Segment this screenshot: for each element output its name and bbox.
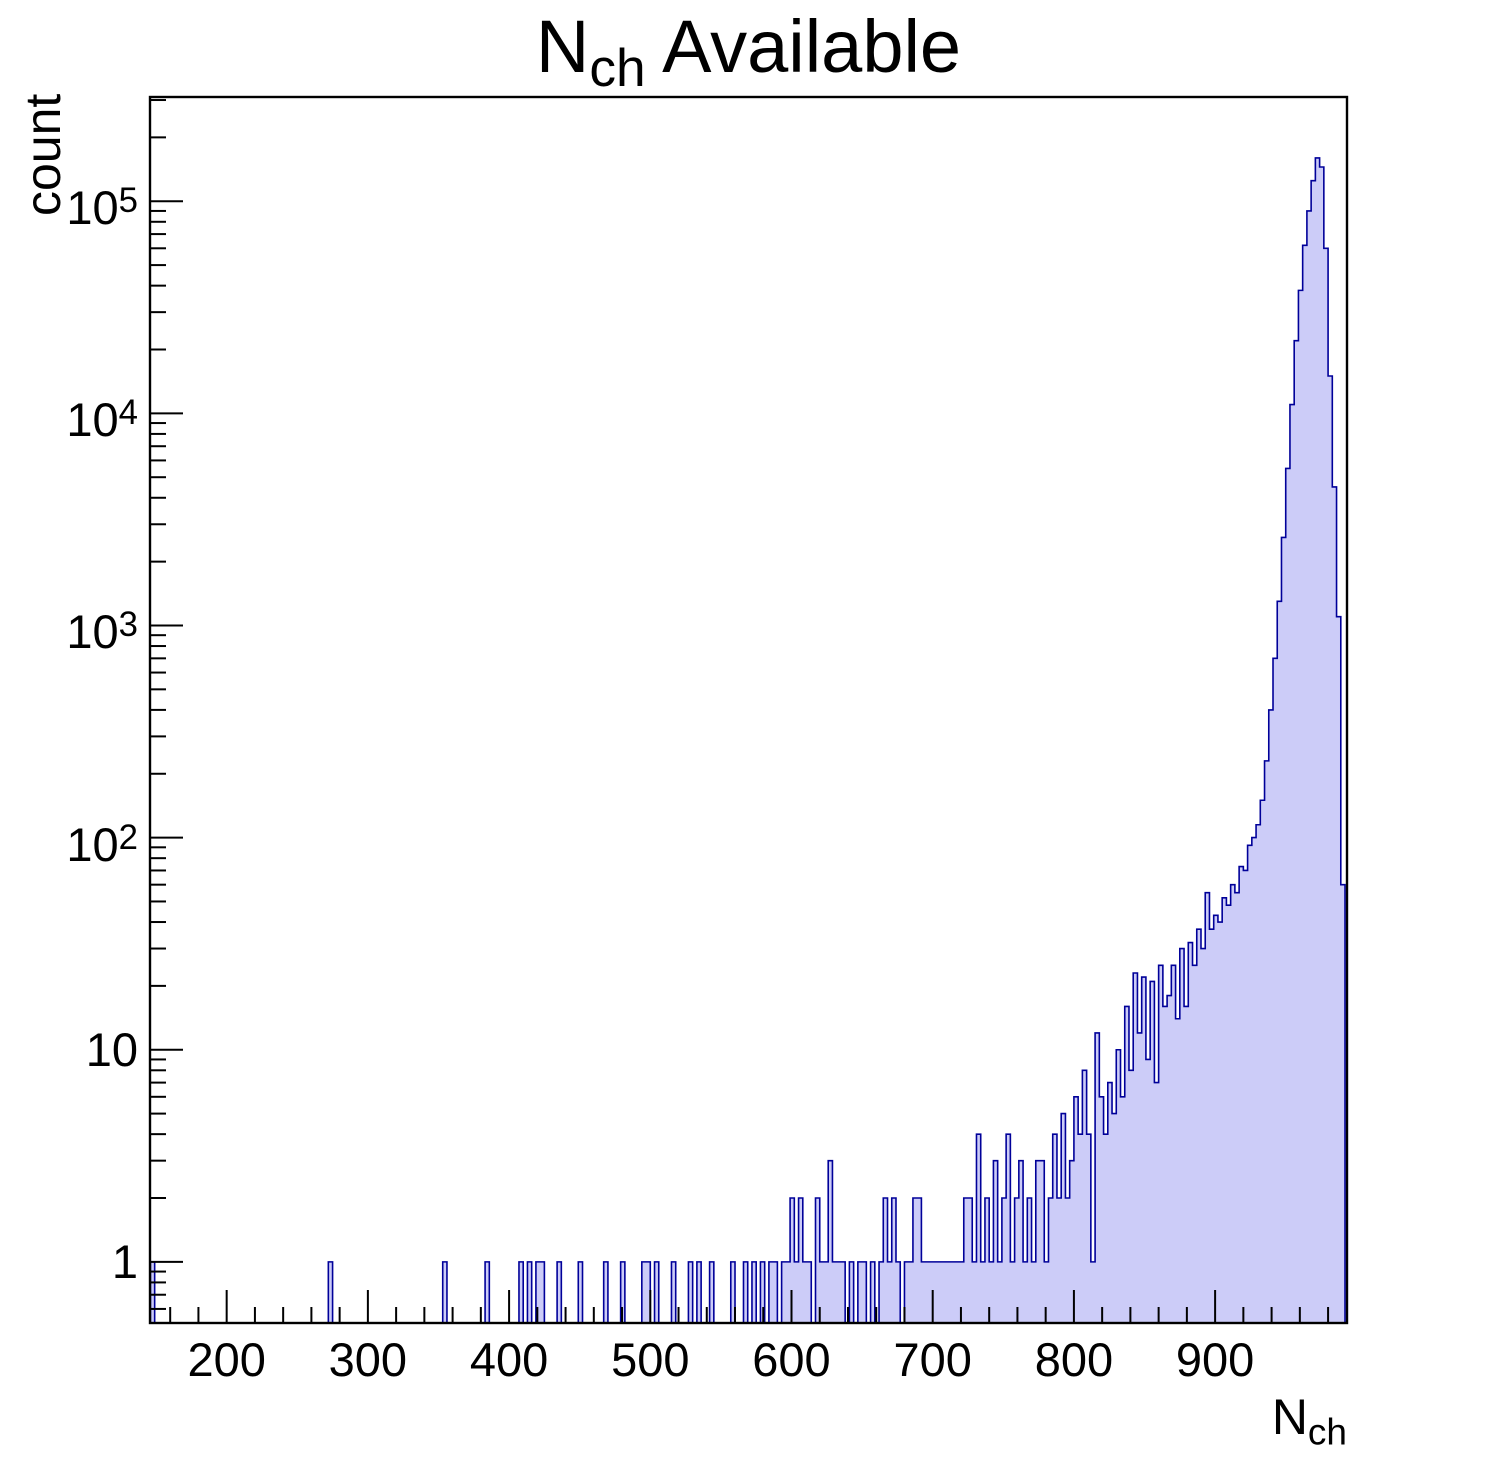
x-tick-label: 200 <box>187 1333 266 1386</box>
y-tick-label: 105 <box>66 181 138 235</box>
y-tick-exponent: 5 <box>118 182 138 221</box>
x-axis-title-subscript: ch <box>1307 1411 1347 1453</box>
chart-title-subscript: ch <box>589 38 646 98</box>
y-tick-exponent: 4 <box>118 394 138 433</box>
x-tick-label: 900 <box>1175 1333 1255 1386</box>
histogram-series <box>149 157 1346 1324</box>
x-tick-label: 500 <box>611 1333 690 1386</box>
x-tick-label: 800 <box>1034 1333 1114 1386</box>
y-tick-label: 1 <box>111 1234 138 1288</box>
x-tick-label: 300 <box>328 1333 408 1386</box>
chart-title: Nch Available <box>150 4 1347 99</box>
chart-title-base: N <box>535 5 590 88</box>
x-tick-label: 400 <box>469 1333 549 1386</box>
y-tick-label: 10 <box>85 1022 138 1076</box>
y-tick-label: 104 <box>66 393 138 447</box>
chart-title-rest: Available <box>645 5 962 88</box>
x-tick-label: 700 <box>893 1333 972 1386</box>
y-tick-exponent: 2 <box>118 818 138 857</box>
plot-frame <box>148 95 1349 1325</box>
y-tick-exponent: 3 <box>118 606 138 645</box>
x-axis-title: Nch <box>1047 1388 1347 1453</box>
y-tick-label: 102 <box>66 817 138 871</box>
x-axis-title-base: N <box>1271 1389 1308 1445</box>
x-tick-label: 600 <box>752 1333 831 1386</box>
y-tick-label: 103 <box>66 605 138 659</box>
